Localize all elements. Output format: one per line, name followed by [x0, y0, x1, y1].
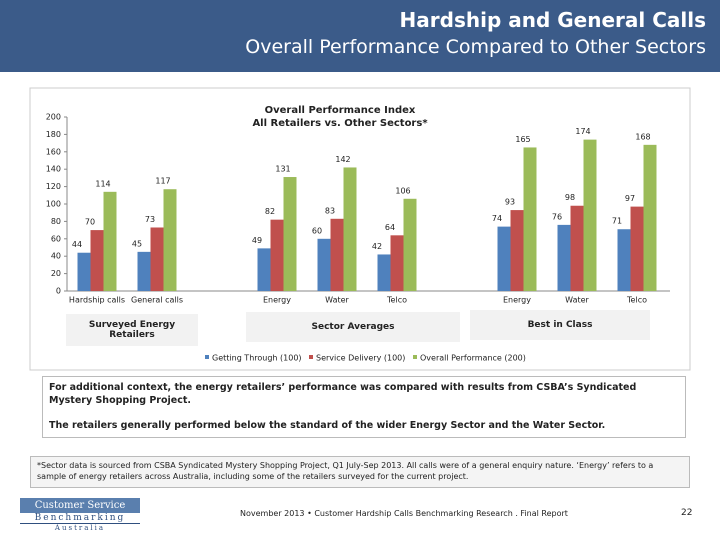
footer-text: November 2013 • Customer Hardship Calls … [240, 509, 568, 518]
group-label: Surveyed Energy Retailers [66, 314, 198, 346]
data-label: 117 [155, 177, 170, 186]
text-box: For additional context, the energy retai… [42, 376, 686, 438]
bar [557, 224, 571, 291]
data-label: 42 [372, 242, 382, 251]
legend-label: Getting Through (100) [212, 354, 302, 363]
data-label: 165 [515, 135, 530, 144]
bar [617, 229, 631, 291]
y-tick-label: 160 [46, 147, 61, 156]
y-tick-label: 20 [51, 269, 61, 278]
bar [403, 198, 417, 291]
paragraph: For additional context, the energy retai… [49, 382, 637, 406]
bar [150, 227, 164, 291]
data-label: 45 [132, 239, 142, 248]
page-number: 22 [681, 508, 693, 518]
y-tick-label: 120 [46, 182, 61, 191]
bar [283, 177, 297, 291]
bar [343, 167, 357, 291]
chart-title: Overall Performance Index [265, 105, 416, 116]
data-label: 70 [85, 218, 95, 227]
bar [257, 248, 271, 291]
y-tick-label: 200 [46, 113, 61, 122]
data-label: 114 [95, 179, 110, 188]
bar [570, 205, 584, 291]
bar [103, 191, 117, 291]
bar [377, 254, 391, 291]
logo-line: Benchmarking [20, 513, 140, 524]
y-tick-label: 100 [46, 200, 61, 209]
paragraph: The retailers generally performed below … [49, 420, 606, 431]
bar [317, 238, 331, 291]
data-label: 71 [612, 217, 622, 226]
x-tick-label: Energy [263, 296, 291, 305]
bar [90, 230, 104, 291]
y-tick-label: 40 [51, 252, 61, 261]
x-tick-label: Energy [503, 296, 531, 305]
data-label: 73 [145, 215, 155, 224]
legend-swatch [205, 355, 209, 359]
bar [163, 189, 177, 291]
y-tick-label: 140 [46, 165, 61, 174]
data-label: 60 [312, 226, 322, 235]
data-label: 168 [635, 132, 650, 141]
bar [497, 226, 511, 291]
data-label: 174 [575, 127, 590, 136]
title: Hardship and General Calls [399, 8, 706, 32]
data-label: 98 [565, 193, 575, 202]
footnote: *Sector data is sourced from CSBA Syndic… [30, 456, 690, 488]
bar [270, 219, 284, 291]
y-tick-label: 0 [56, 287, 61, 296]
bar [137, 251, 151, 291]
x-tick-label: Telco [626, 296, 647, 305]
group-label: Best in Class [470, 310, 650, 340]
bar [523, 147, 537, 291]
data-label: 97 [625, 194, 635, 203]
x-tick-label: Telco [386, 296, 407, 305]
y-tick-label: 180 [46, 130, 61, 139]
y-tick-label: 80 [51, 217, 61, 226]
x-tick-label: Hardship calls [69, 296, 125, 305]
bar [643, 144, 657, 291]
logo-line: Australia [54, 524, 106, 532]
bar [77, 252, 91, 291]
bar [630, 206, 644, 291]
data-label: 93 [505, 198, 515, 207]
data-label: 83 [325, 206, 335, 215]
y-tick-label: 60 [51, 234, 61, 243]
legend-swatch [413, 355, 417, 359]
data-label: 76 [552, 212, 562, 221]
data-label: 44 [72, 240, 82, 249]
logo: Customer Service Benchmarking Australia [20, 498, 140, 534]
bar [583, 139, 597, 291]
chart-frame [29, 87, 691, 371]
data-label: 142 [335, 155, 350, 164]
group-label: Sector Averages [246, 312, 460, 342]
chart-subtitle: All Retailers vs. Other Sectors* [252, 118, 428, 129]
chart: Overall Performance Index All Retailers … [29, 87, 691, 371]
bar [510, 210, 524, 291]
x-tick-label: Water [325, 296, 349, 305]
bar [390, 235, 404, 291]
legend-label: Service Delivery (100) [316, 354, 405, 363]
data-label: 106 [395, 186, 410, 195]
bar [330, 218, 344, 291]
data-label: 131 [275, 165, 290, 174]
data-label: 49 [252, 236, 262, 245]
subtitle: Overall Performance Compared to Other Se… [245, 36, 706, 58]
legend-swatch [309, 355, 313, 359]
data-label: 82 [265, 207, 275, 216]
x-tick-label: General calls [131, 296, 183, 305]
logo-line: Customer Service [20, 498, 140, 513]
x-tick-label: Water [565, 296, 589, 305]
data-label: 64 [385, 223, 395, 232]
data-label: 74 [492, 214, 502, 223]
header: Hardship and General Calls Overall Perfo… [0, 0, 720, 72]
legend-label: Overall Performance (200) [420, 354, 526, 363]
